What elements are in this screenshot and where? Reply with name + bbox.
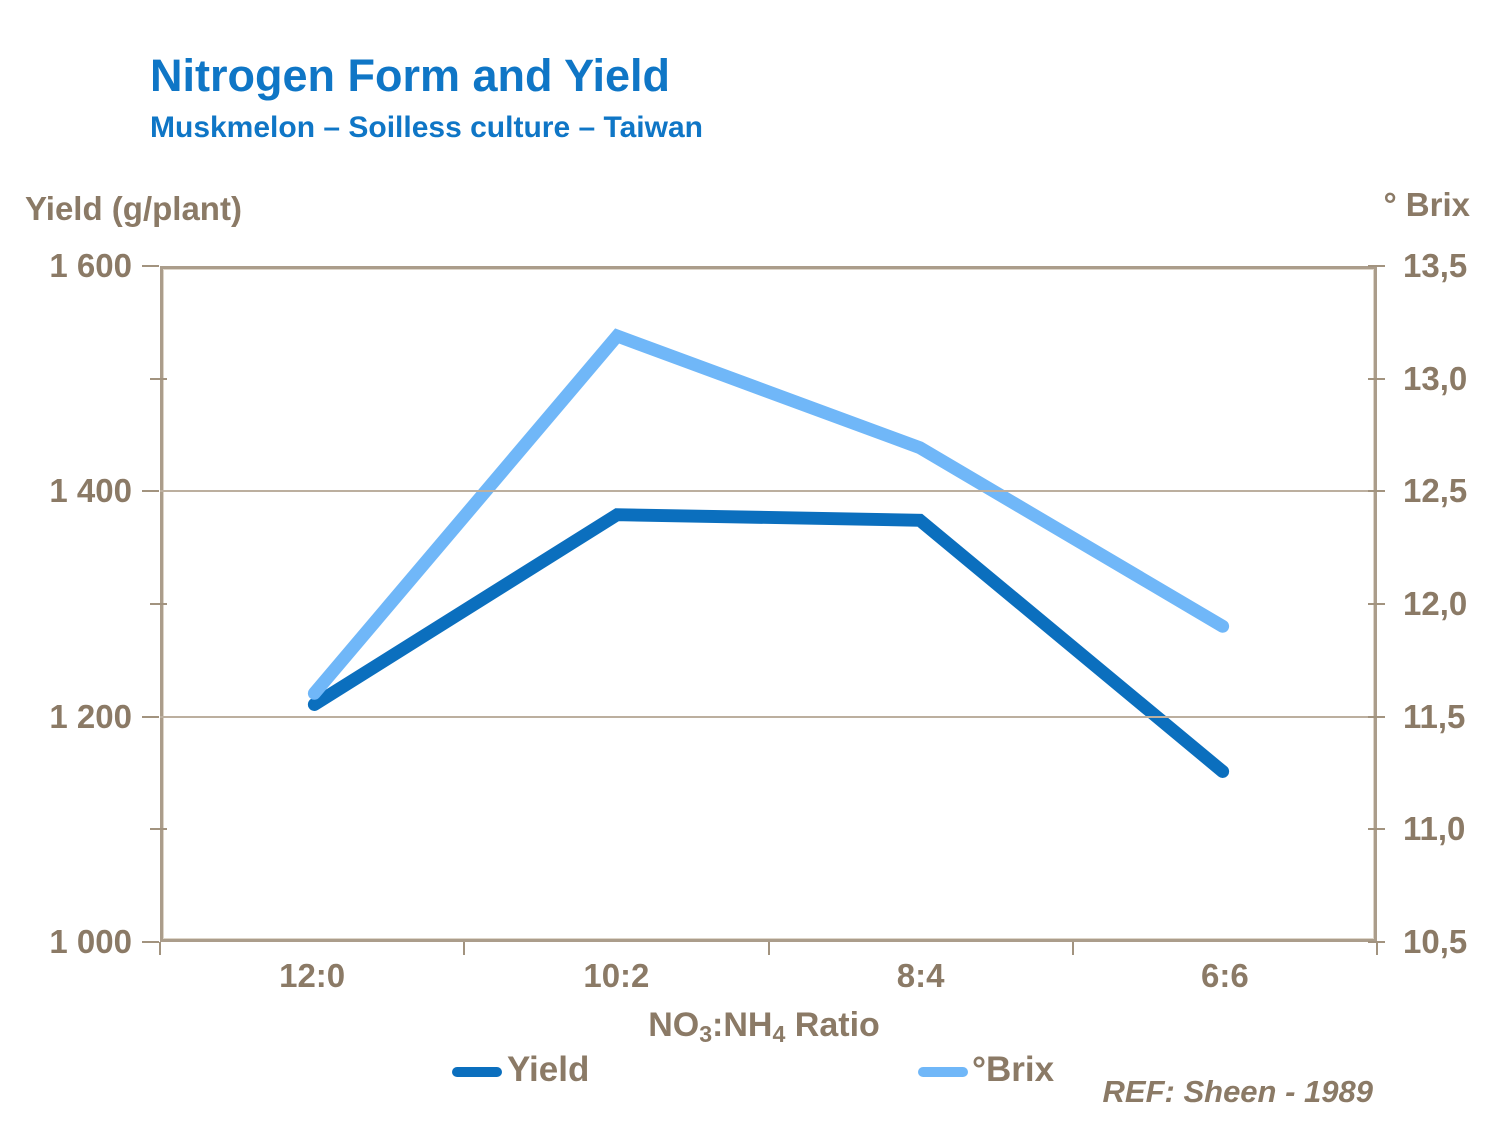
y-axis-tick [142, 715, 159, 718]
x-axis-title-text: Ratio [785, 1006, 880, 1044]
y-axis-tick [142, 490, 159, 493]
y-axis-tick-label: 1 400 [49, 472, 132, 510]
x-axis-tick [159, 942, 161, 955]
right-axis-tick [1368, 490, 1385, 493]
x-axis-tick [1376, 942, 1378, 955]
x-axis-title-text: :NH [712, 1006, 773, 1044]
right-axis-tick-label: 11,0 [1403, 810, 1466, 848]
x-axis-tick-label: 8:4 [896, 957, 945, 994]
reference-text: REF: Sheen - 1989 [1102, 1074, 1373, 1109]
right-axis-tick [1368, 265, 1385, 267]
x-axis-tick-label: 12:0 [279, 957, 346, 994]
right-axis-tick-label: 13,5 [1403, 247, 1468, 284]
right-axis-tick-label: 11,5 [1403, 697, 1466, 735]
x-axis-title: NO3:NH4 Ratio [514, 1006, 1014, 1048]
brix-line [307, 328, 1230, 700]
brix-legend-swatch [918, 1067, 968, 1077]
right-axis-tick-label: 12,5 [1403, 472, 1468, 510]
right-axis-tick [1368, 828, 1385, 831]
right-axis-tick [1368, 715, 1385, 718]
y-axis-tick [142, 265, 159, 267]
x-axis-title-sub3: 3 [699, 1020, 713, 1047]
brix-legend-label: °Brix [972, 1050, 1055, 1089]
x-axis-tick-label: 10:2 [583, 957, 650, 994]
yield-legend-label: Yield [507, 1050, 590, 1089]
x-axis-title-sub4: 4 [772, 1020, 786, 1047]
y-axis-minor-tick [150, 377, 167, 380]
right-axis-tick-label: 13,0 [1403, 359, 1468, 397]
major-gridline [160, 490, 1377, 493]
chart-subtitle: Muskmelon – Soilless culture – Taiwan [150, 111, 703, 144]
y-axis-tick-label: 1 600 [49, 247, 132, 284]
y-axis-minor-tick [150, 828, 167, 831]
yield-legend-swatch [452, 1067, 502, 1077]
y-axis-tick-label: 1 200 [49, 697, 132, 735]
plot-area [160, 266, 1377, 942]
left-axis-label: Yield (g/plant) [25, 190, 242, 227]
y-axis-tick-label: 1 000 [49, 923, 132, 960]
x-axis-tick [1071, 942, 1074, 955]
right-axis-tick [1368, 603, 1385, 605]
right-axis-tick-label: 10,5 [1403, 923, 1468, 960]
yield-line [307, 508, 1230, 778]
right-axis-tick-label: 12,0 [1403, 585, 1468, 622]
x-axis-tick-label: 6:6 [1201, 957, 1249, 994]
x-axis-tick [463, 942, 466, 955]
y-axis-tick [142, 941, 159, 943]
x-axis-title-text: NO [648, 1006, 700, 1044]
major-gridline [160, 715, 1377, 718]
chart-title: Nitrogen Form and Yield [150, 50, 671, 101]
y-axis-minor-tick [150, 603, 167, 605]
x-axis-tick [767, 942, 770, 955]
series-layer [307, 328, 1230, 778]
right-axis-tick [1368, 377, 1385, 380]
right-axis-label: ° Brix [1383, 186, 1470, 223]
